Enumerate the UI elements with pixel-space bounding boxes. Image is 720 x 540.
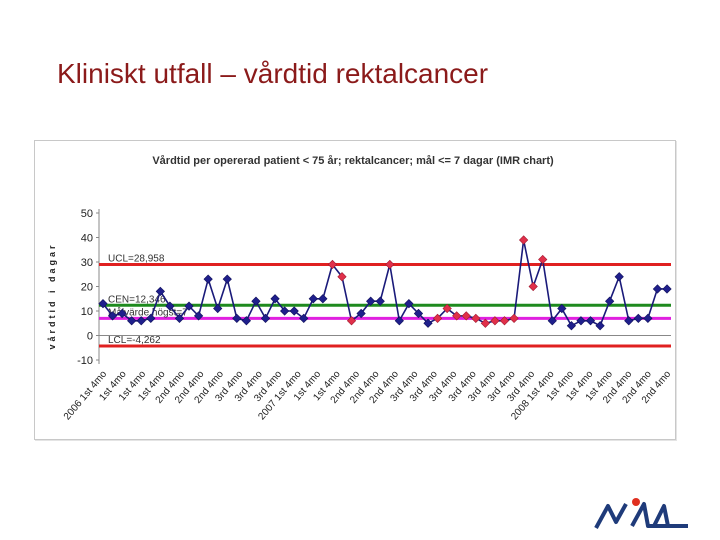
y-tick-label: 0 [87,331,93,343]
data-point-highlighted [538,254,548,265]
data-point [576,316,586,326]
data-point [107,311,118,321]
control-line-label: LCL=-4,262 [108,335,161,346]
data-point [557,303,567,314]
data-point [146,313,156,323]
data-point-highlighted [509,313,519,323]
data-point [289,306,299,316]
data-point [280,306,290,316]
data-point [652,284,663,294]
data-point-highlighted [518,235,529,245]
chart-frame: Vårdtid per opererad patient < 75 år; re… [34,140,676,440]
data-point-highlighted [327,259,338,270]
data-point [251,296,261,306]
data-point [394,316,404,326]
data-point [366,296,376,306]
data-point [270,294,280,304]
data-point-highlighted [490,316,500,326]
data-point [193,311,204,321]
data-point-highlighted [480,318,490,328]
y-tick-label: 10 [81,306,93,318]
control-line-label: CEN=12,346 [108,294,166,305]
y-tick-label: 40 [81,233,93,245]
data-point-highlighted [432,313,443,323]
data-point-highlighted [346,316,357,326]
y-tick-label: 20 [81,282,93,294]
data-point-highlighted [499,316,510,326]
data-point [203,274,213,284]
data-point [98,299,108,309]
y-axis-label: vårdtid i dagar [47,242,57,349]
chart-title: Vårdtid per opererad patient < 75 år; re… [152,155,554,167]
y-tick-label: 30 [81,257,93,269]
data-point [643,313,653,323]
data-point [404,299,414,309]
data-point [566,321,577,331]
data-point [356,308,366,319]
data-point [213,303,223,314]
data-point-highlighted [442,303,452,314]
data-point [165,301,175,311]
data-point [299,313,309,323]
data-point [375,296,385,306]
data-point [184,301,194,311]
data-point-highlighted [471,313,481,323]
data-point [633,313,643,323]
data-point [595,321,605,331]
data-point [232,313,242,323]
control-line-label: UCL=28,958 [108,254,165,265]
data-point [117,308,127,319]
data-point [127,316,137,326]
data-point-highlighted [385,259,395,270]
data-point-highlighted [461,311,471,321]
data-point [155,286,165,297]
y-tick-label: 50 [81,208,93,220]
data-point [136,316,146,326]
data-point [624,316,634,326]
data-point [547,316,557,326]
data-point [308,294,318,304]
data-point [413,308,424,319]
slide-title: Kliniskt utfall – vårdtid rektalcancer [57,58,489,89]
data-point-highlighted [452,311,462,321]
imr-chart: Vårdtid per opererad patient < 75 år; re… [47,155,674,422]
data-point [585,316,596,326]
data-point [614,272,624,282]
data-point [260,313,271,323]
data-point-highlighted [337,272,347,282]
y-tick-label: -10 [77,355,93,367]
data-point [423,318,433,328]
data-point [318,294,328,304]
data-point [174,313,185,323]
nll-logo [594,498,688,529]
control-line-label: Målvärde högst=7 [108,306,188,318]
data-point-highlighted [528,281,538,292]
data-point [241,316,252,326]
data-point [662,284,672,294]
data-point [222,274,232,284]
data-point [605,296,615,306]
